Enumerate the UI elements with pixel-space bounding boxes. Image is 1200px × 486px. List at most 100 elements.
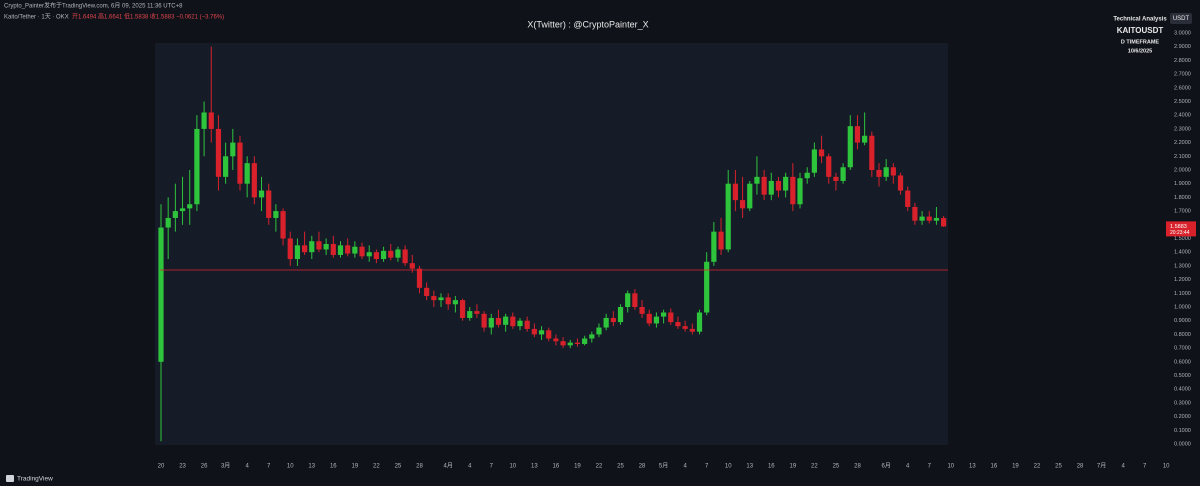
candle-body	[359, 246, 365, 257]
candle-body	[237, 142, 243, 184]
candle-body	[330, 243, 336, 255]
x-tick-label: 10	[287, 464, 294, 470]
candle-body	[574, 342, 581, 344]
candle-body	[675, 322, 681, 327]
candle-body	[804, 172, 810, 179]
publisher: Crypto_Painter发布于TradingView.com, 6月 09,…	[4, 2, 183, 10]
y-tick-label: 2.4000	[1174, 113, 1191, 119]
candle-body	[194, 128, 200, 205]
x-tick-label: 7	[267, 464, 271, 470]
y-tick-label: 1.5000	[1174, 236, 1191, 242]
ohlc-text: 开1.6494 高1.6641 低1.5838 收1.5883 −0.0621 …	[72, 13, 224, 21]
candle-body	[768, 180, 774, 195]
candle-body	[481, 313, 487, 328]
candle-body	[617, 307, 624, 323]
candle-body	[646, 313, 652, 324]
x-tick-label: 16	[991, 464, 998, 470]
candle-body	[488, 317, 494, 328]
last-price-label: 1.5883	[1170, 224, 1187, 230]
y-tick-label: 0.4000	[1174, 387, 1191, 393]
candle-body	[452, 300, 458, 305]
x-tick-label: 22	[1034, 464, 1041, 470]
candle-body	[682, 326, 688, 329]
candle-body	[165, 217, 171, 228]
wm-line1: Technical Analysis	[1113, 17, 1167, 23]
candle-body	[883, 167, 889, 177]
y-tick-label: 2.6000	[1174, 85, 1191, 91]
y-tick-label: 1.3000	[1174, 263, 1191, 269]
candle-body	[783, 176, 789, 191]
candle-body	[187, 204, 193, 209]
x-tick-label: 28	[854, 464, 861, 470]
x-tick-label: 10	[947, 464, 954, 470]
y-tick-label: 2.7000	[1174, 72, 1191, 78]
x-tick-label: 13	[969, 464, 976, 470]
x-tick-label: 3月	[221, 463, 230, 470]
candle-body	[869, 135, 875, 170]
candle-body	[323, 243, 329, 250]
x-tick-label: 22	[596, 464, 603, 470]
candle-body	[172, 211, 178, 218]
candle-body	[890, 167, 896, 176]
plot-area	[155, 43, 948, 445]
candle-body	[294, 245, 301, 260]
chart-title: X(Twitter) : @CryptoPainter_X	[527, 19, 648, 29]
x-tick-label: 13	[308, 464, 315, 470]
y-tick-label: 2.0000	[1174, 167, 1191, 173]
candle-body	[251, 163, 257, 198]
x-tick-label: 13	[531, 464, 538, 470]
candle-body	[610, 317, 616, 323]
candle-body	[302, 245, 308, 253]
candle-body	[230, 142, 236, 157]
candle-body	[696, 312, 703, 332]
x-tick-label: 25	[833, 464, 840, 470]
candle-body	[689, 328, 695, 332]
x-tick-label: 7月	[1097, 463, 1106, 470]
x-tick-label: 19	[574, 464, 581, 470]
y-tick-label: 0.0000	[1174, 441, 1191, 447]
y-tick-label: 0.9000	[1174, 318, 1191, 324]
x-tick-label: 6月	[882, 463, 891, 470]
y-tick-label: 3.0000	[1174, 30, 1191, 36]
candle-body	[912, 206, 918, 221]
y-tick-label: 0.7000	[1174, 346, 1191, 352]
candle-body	[876, 170, 882, 177]
candle-body	[179, 208, 186, 212]
candle-body	[596, 327, 602, 335]
x-tick-label: 10	[509, 464, 516, 470]
footer: TradingView	[17, 476, 53, 483]
candle-body	[653, 316, 660, 324]
candle-body	[775, 180, 782, 191]
candle-body	[366, 252, 372, 257]
candle-body	[661, 312, 667, 317]
candle-body	[258, 190, 265, 198]
candle-body	[416, 268, 423, 288]
y-tick-label: 0.1000	[1174, 428, 1191, 434]
countdown: 20:23:44	[1170, 230, 1190, 236]
candle-body	[582, 338, 588, 344]
candle-body	[905, 190, 911, 207]
wm-line2: KAITOUSDT	[1117, 26, 1164, 35]
candle-body	[919, 216, 925, 221]
candle-body	[862, 135, 868, 143]
candle-body	[373, 252, 379, 260]
x-tick-label: 4	[468, 464, 472, 470]
x-tick-label: 10	[1163, 464, 1170, 470]
x-tick-label: 20	[158, 464, 165, 470]
candle-body	[208, 112, 214, 129]
x-tick-label: 26	[201, 464, 208, 470]
x-tick-label: 5月	[659, 463, 668, 470]
candle-body	[718, 231, 724, 250]
candle-body	[625, 293, 631, 307]
candle-body	[546, 330, 552, 339]
candle-body	[352, 246, 358, 254]
x-tick-label: 7	[1143, 464, 1147, 470]
y-tick-label: 0.5000	[1174, 373, 1191, 379]
x-tick-label: 10	[725, 464, 732, 470]
candle-body	[926, 216, 932, 221]
candle-body	[287, 238, 293, 260]
candle-body	[933, 217, 940, 221]
x-tick-label: 16	[553, 464, 560, 470]
candle-body	[553, 338, 559, 342]
x-tick-label: 22	[811, 464, 818, 470]
